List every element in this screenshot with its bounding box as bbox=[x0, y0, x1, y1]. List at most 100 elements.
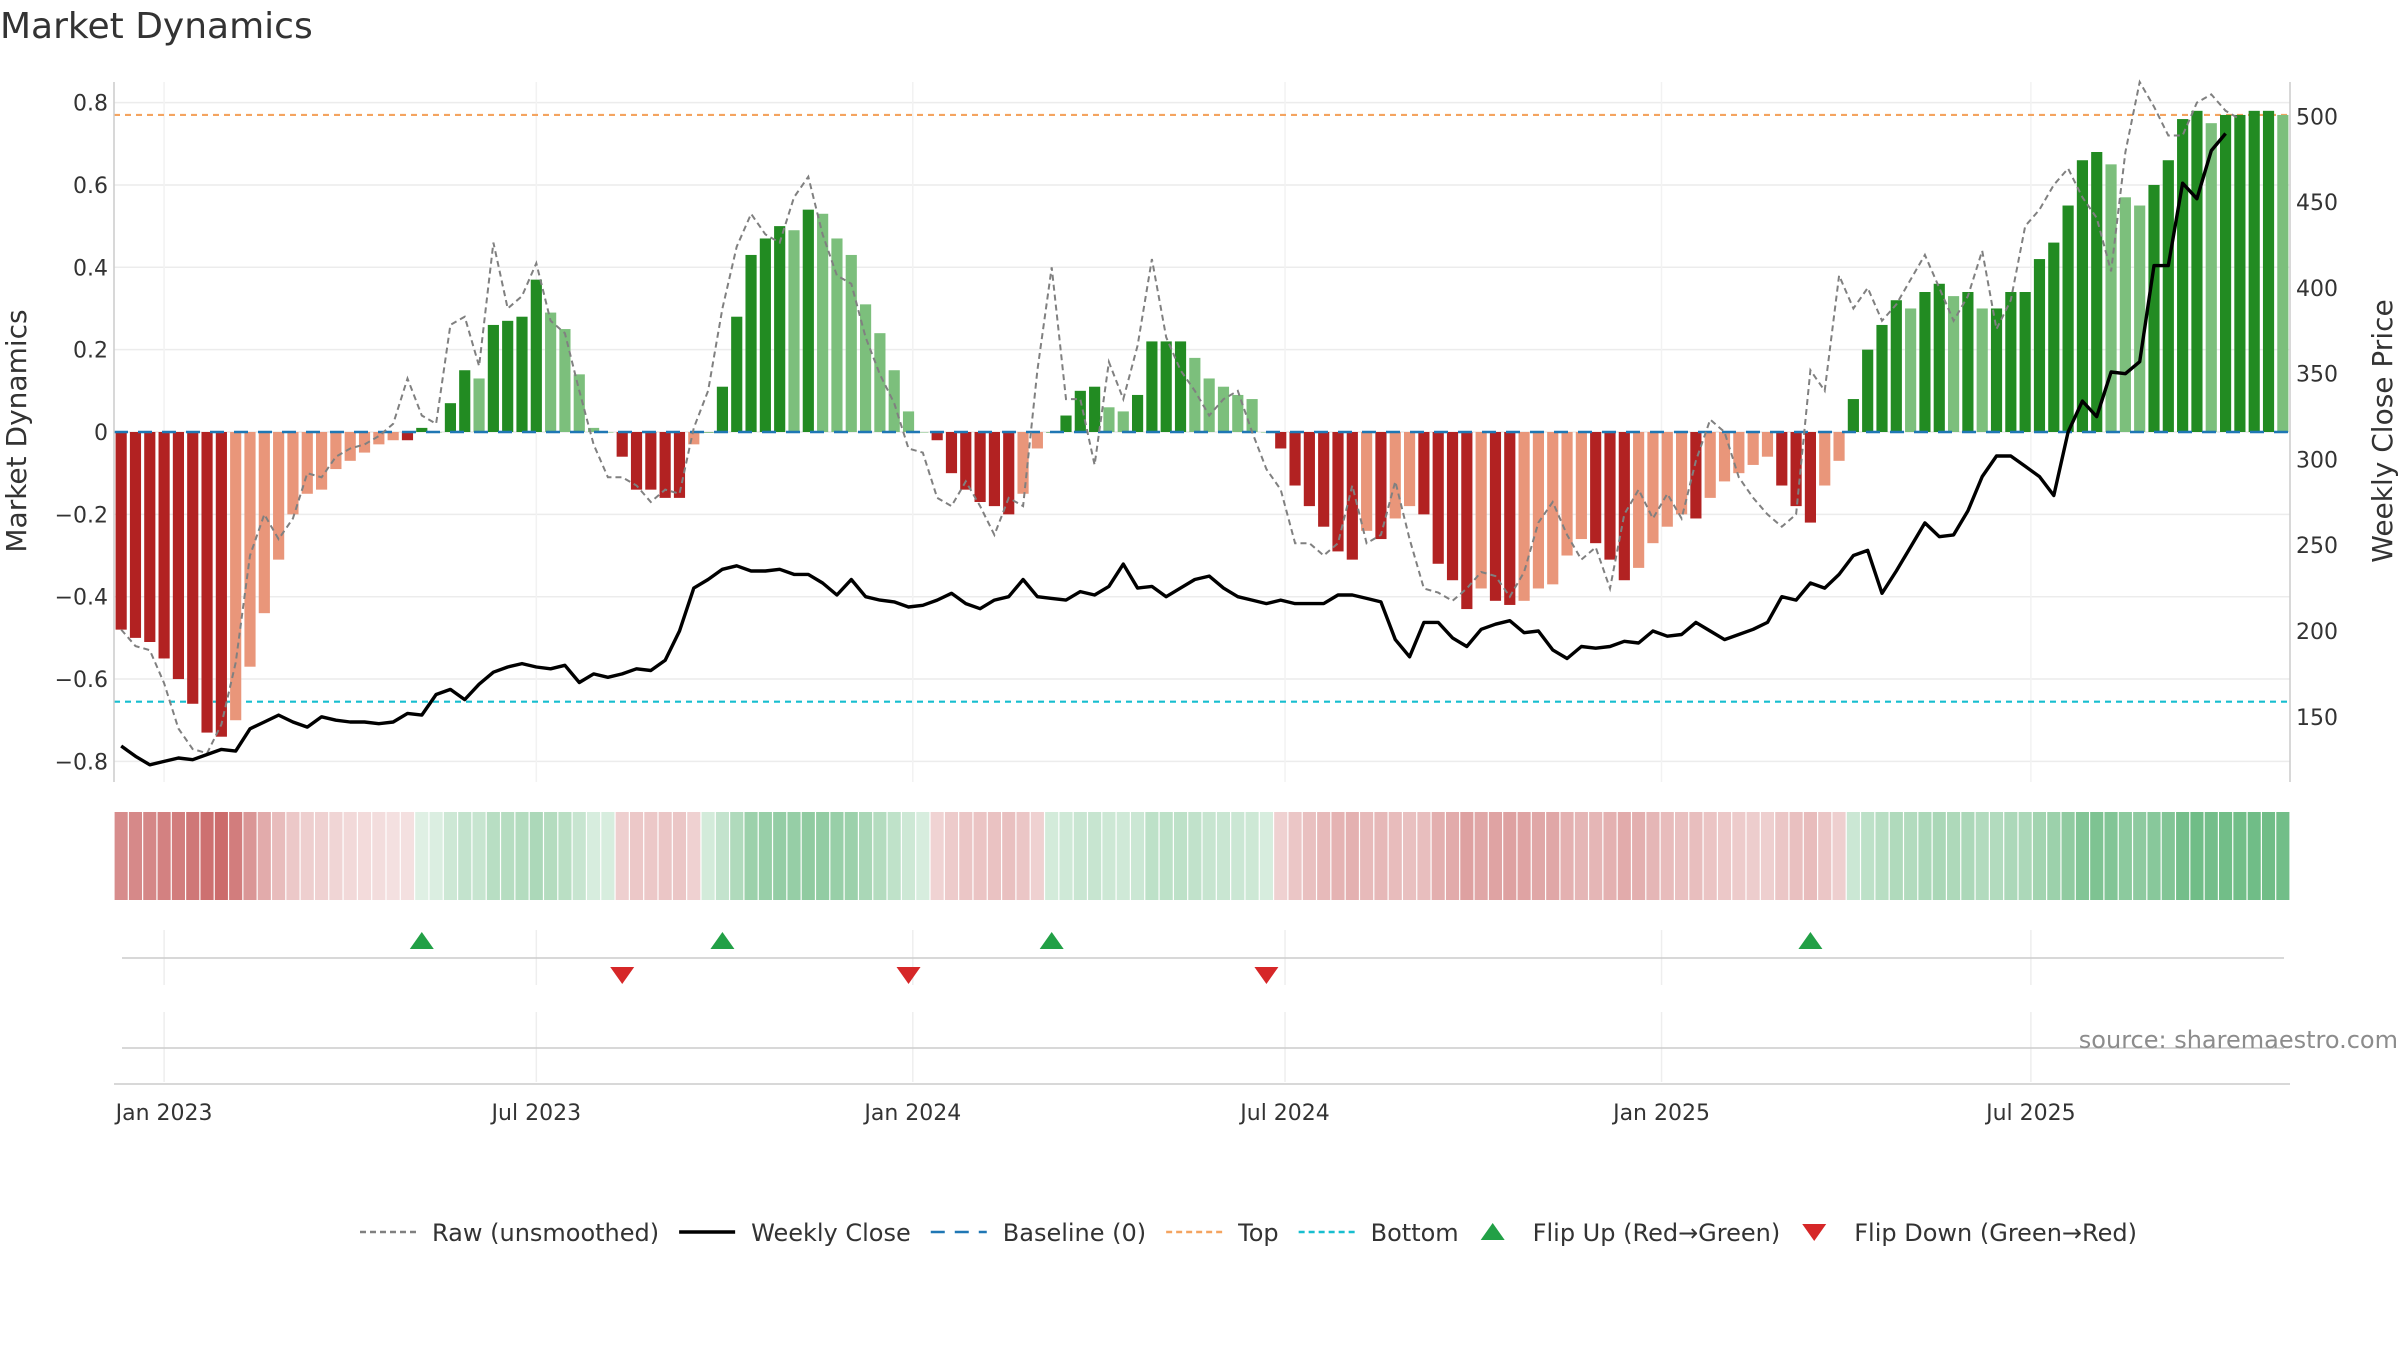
heat-cell-53 bbox=[873, 812, 887, 900]
heat-cell-7 bbox=[214, 812, 228, 900]
heat-cell-40 bbox=[687, 812, 701, 900]
heat-cell-37 bbox=[644, 812, 658, 900]
bar-116 bbox=[1776, 432, 1788, 486]
heat-cell-101 bbox=[1560, 812, 1574, 900]
heat-cell-111 bbox=[1703, 812, 1717, 900]
legend-swatch-triangle-up bbox=[1480, 1223, 1505, 1240]
bar-44 bbox=[745, 254, 757, 432]
heat-cell-90 bbox=[1403, 812, 1417, 900]
right-tick-label: 400 bbox=[2296, 277, 2338, 302]
heat-cell-30 bbox=[544, 812, 558, 900]
heat-cell-46 bbox=[773, 812, 787, 900]
heat-cell-83 bbox=[1302, 812, 1316, 900]
heat-cell-74 bbox=[1173, 812, 1188, 900]
bar-89 bbox=[1389, 432, 1401, 519]
heat-cell-65 bbox=[1045, 812, 1059, 900]
left-tick-label: −0.8 bbox=[55, 750, 108, 775]
heat-cell-19 bbox=[386, 812, 400, 900]
heat-cell-86 bbox=[1345, 812, 1359, 900]
heat-cell-57 bbox=[930, 812, 944, 900]
x-tick-label: Jul 2023 bbox=[490, 1101, 582, 1126]
bar-107 bbox=[1647, 432, 1659, 544]
bar-3 bbox=[158, 432, 170, 659]
heat-cell-17 bbox=[357, 812, 372, 900]
heat-cell-77 bbox=[1216, 812, 1231, 900]
heat-cell-124 bbox=[1889, 812, 1903, 900]
heat-cell-42 bbox=[715, 812, 729, 900]
bar-103 bbox=[1590, 432, 1602, 544]
bar-6 bbox=[201, 432, 213, 733]
flip-down-marker-0 bbox=[610, 967, 635, 984]
x-tick-label: Jul 2024 bbox=[1238, 1101, 1330, 1126]
heat-cell-150 bbox=[2261, 812, 2276, 900]
bar-72 bbox=[1146, 341, 1158, 432]
bar-108 bbox=[1661, 432, 1673, 527]
heat-cell-28 bbox=[515, 812, 529, 900]
bar-144 bbox=[2177, 119, 2189, 432]
dynamics-bars bbox=[115, 110, 2289, 737]
right-tick-label: 150 bbox=[2296, 706, 2338, 731]
raw-series bbox=[120, 79, 2241, 755]
heat-cell-139 bbox=[2104, 812, 2118, 900]
legend-item-4: Bottom bbox=[1298, 1219, 1459, 1247]
bar-129 bbox=[1962, 292, 1974, 432]
heat-cell-98 bbox=[1517, 812, 1531, 900]
heat-cell-118 bbox=[1803, 812, 1817, 900]
heat-cell-143 bbox=[2161, 812, 2175, 900]
heat-cell-129 bbox=[1961, 812, 1975, 900]
heat-cell-54 bbox=[887, 812, 901, 900]
heat-cell-33 bbox=[587, 812, 601, 900]
bar-147 bbox=[2219, 114, 2232, 433]
heat-cell-132 bbox=[2004, 812, 2018, 900]
heat-cell-15 bbox=[329, 812, 343, 900]
heat-cell-56 bbox=[916, 812, 930, 900]
heat-cell-39 bbox=[672, 812, 687, 900]
bar-106 bbox=[1633, 432, 1645, 568]
bar-97 bbox=[1504, 432, 1516, 605]
heat-cell-110 bbox=[1689, 812, 1703, 900]
heat-cell-117 bbox=[1789, 812, 1803, 900]
left-tick-label: −0.2 bbox=[55, 503, 108, 528]
heat-cell-109 bbox=[1675, 812, 1689, 900]
bar-135 bbox=[2048, 242, 2060, 432]
heat-cell-25 bbox=[472, 812, 486, 900]
bar-120 bbox=[1833, 432, 1845, 461]
heat-cell-144 bbox=[2176, 812, 2190, 900]
heat-cell-78 bbox=[1231, 812, 1245, 900]
heat-cell-44 bbox=[744, 812, 758, 900]
heat-cell-38 bbox=[658, 812, 672, 900]
axes bbox=[113, 82, 2291, 782]
bar-50 bbox=[831, 238, 843, 432]
heat-cell-102 bbox=[1574, 812, 1588, 900]
heat-cell-18 bbox=[372, 812, 386, 900]
bar-82 bbox=[1289, 432, 1301, 486]
heat-cell-75 bbox=[1188, 812, 1202, 900]
left-tick-label: 0.6 bbox=[73, 174, 108, 199]
heat-cell-6 bbox=[200, 812, 214, 900]
heat-cell-32 bbox=[572, 812, 586, 900]
right-tick-label: 450 bbox=[2296, 191, 2338, 216]
bottom-panel bbox=[114, 1012, 2290, 1085]
bar-17 bbox=[358, 432, 371, 453]
heat-cell-2 bbox=[143, 812, 157, 900]
heat-cell-141 bbox=[2133, 812, 2147, 900]
bar-126 bbox=[1919, 292, 1931, 432]
bar-86 bbox=[1346, 432, 1358, 560]
bar-140 bbox=[2119, 197, 2131, 432]
bar-109 bbox=[1675, 432, 1688, 515]
bar-145 bbox=[2191, 110, 2203, 432]
bar-130 bbox=[1976, 308, 1988, 432]
weekly-close-series bbox=[120, 132, 2227, 767]
heat-cell-26 bbox=[486, 812, 500, 900]
flip-up-marker-0 bbox=[409, 932, 434, 949]
bar-18 bbox=[373, 432, 385, 445]
bar-141 bbox=[2134, 205, 2146, 432]
heat-cell-134 bbox=[2032, 812, 2047, 900]
right-tick-label: 500 bbox=[2296, 105, 2338, 130]
bar-13 bbox=[301, 432, 313, 494]
heat-cell-142 bbox=[2147, 812, 2161, 900]
heat-cell-63 bbox=[1016, 812, 1030, 900]
legend-label: Weekly Close bbox=[751, 1219, 911, 1247]
heat-cell-136 bbox=[2061, 812, 2075, 900]
